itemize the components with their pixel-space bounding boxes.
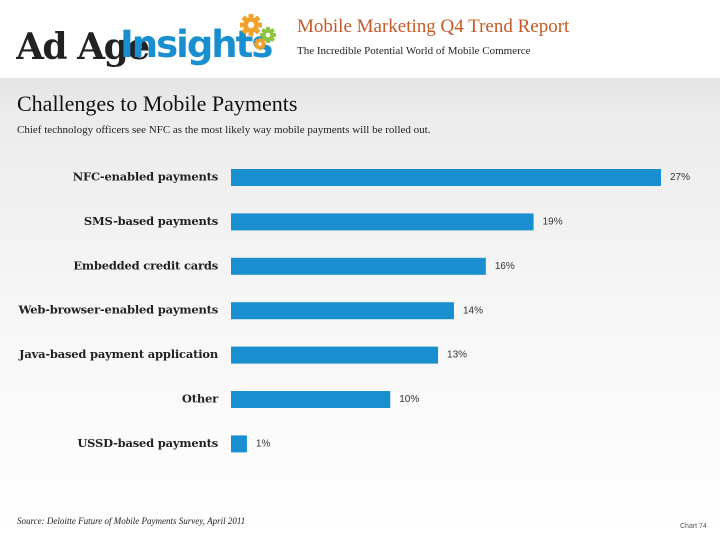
- report-title: Mobile Marketing Q4 Trend Report: [297, 16, 570, 37]
- slide-title: Challenges to Mobile Payments: [17, 91, 298, 116]
- value-label-6: 1%: [256, 439, 271, 450]
- bar-6: [231, 435, 247, 453]
- category-label-5: Other: [182, 392, 219, 406]
- value-label-1: 19%: [543, 217, 563, 228]
- bar-chart: NFC-enabled payments 27% SMS-based payment…: [17, 169, 690, 453]
- category-label-2: Embedded credit cards: [73, 258, 218, 272]
- bar-3: [231, 302, 454, 320]
- category-label-3: Web-browser-enabled payments: [17, 303, 218, 317]
- bar-1: [231, 213, 534, 231]
- bar-0: [231, 169, 661, 186]
- chart-number: Chart 74: [680, 523, 707, 530]
- category-label-6: USSD-based payments: [77, 436, 218, 450]
- value-label-2: 16%: [495, 261, 515, 272]
- value-label-3: 14%: [463, 305, 483, 316]
- source-note: Source: Deloitte Future of Mobile Paymen…: [17, 516, 246, 526]
- value-label-0: 27%: [670, 172, 690, 183]
- category-label-1: SMS-based payments: [84, 214, 218, 228]
- header-band: Ad Age Insights: [0, 0, 720, 78]
- bar-4: [231, 346, 439, 364]
- report-subtitle: The Incredible Potential World of Mobile…: [297, 45, 531, 57]
- bar-5: [231, 391, 391, 408]
- value-label-5: 10%: [399, 394, 419, 405]
- value-label-4: 13%: [447, 350, 467, 361]
- bar-2: [231, 257, 486, 275]
- category-label-0: NFC-enabled payments: [73, 170, 218, 184]
- ad-age-insights-logo: Ad Age Insights: [16, 14, 276, 68]
- logo-adage-text: Ad Age: [16, 26, 149, 68]
- category-label-4: Java-based payment application: [18, 347, 219, 361]
- gear-icon: [240, 14, 276, 50]
- slide-subtitle: Chief technology officers see NFC as the…: [17, 124, 431, 136]
